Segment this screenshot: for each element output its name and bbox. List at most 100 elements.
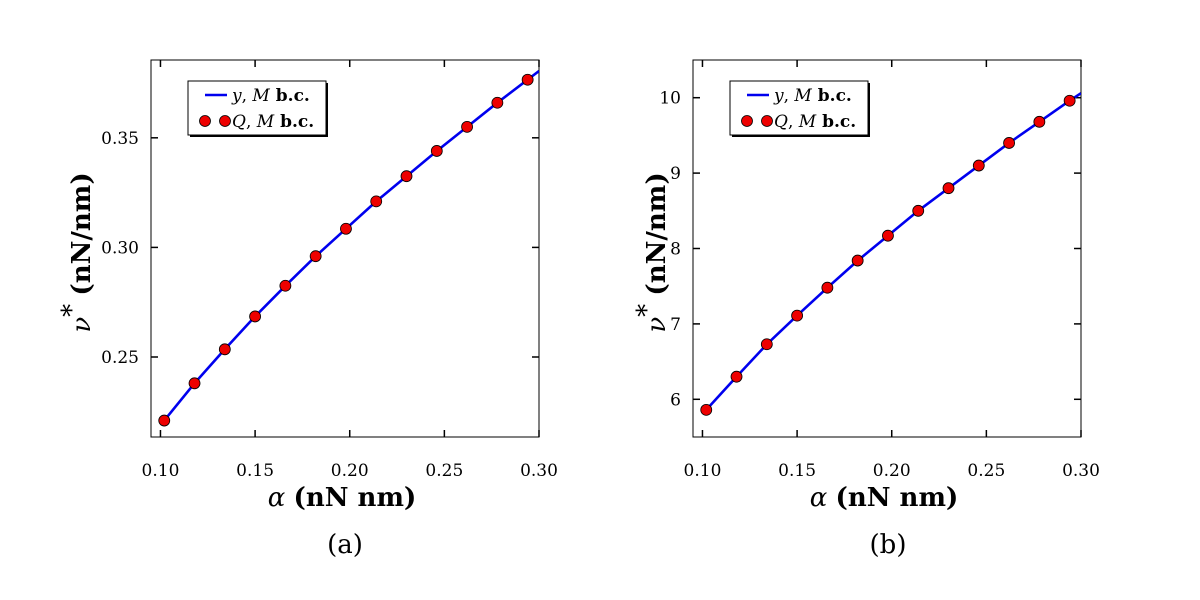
data-point — [912, 204, 925, 217]
data-point — [882, 229, 894, 242]
y-axis-units: (nN/nm) — [642, 172, 672, 295]
x-tick-label: 0.15 — [778, 461, 816, 481]
legend-box — [187, 80, 327, 136]
legend-entry: y, M b.c. — [231, 86, 310, 106]
data-point — [461, 120, 473, 133]
legend-entry: Q, M b.c. — [232, 112, 314, 132]
x-axis-symbol: α — [268, 483, 286, 513]
plot-area — [700, 92, 1081, 416]
legend-suffix: b.c. — [274, 112, 314, 132]
data-point — [370, 195, 383, 208]
panel-a: 0.10 0.15 0.20 0.25 0.30 0.25 0.30 0.35 y, M b.c… — [57, 59, 558, 560]
legend: y, M b.c.Q, M b.c. — [729, 80, 870, 137]
data-point — [400, 170, 413, 183]
data-point — [249, 310, 261, 323]
data-point — [942, 182, 955, 195]
legend-suffix: b.c. — [812, 86, 852, 106]
y-tick-label: 0.25 — [101, 348, 139, 368]
x-axis-units: (nN nm) — [294, 483, 417, 513]
legend-symbol: y — [773, 86, 784, 106]
y-axis-space — [642, 296, 672, 304]
x-tick-label: 0.10 — [142, 461, 180, 481]
data-point — [1063, 94, 1076, 107]
legend-separator: , — [788, 112, 799, 132]
legend-symbol-2: M — [798, 112, 817, 132]
y-axis-symbol: ν — [642, 317, 672, 333]
y-tick-label: 8 — [670, 240, 681, 260]
data-point — [1033, 115, 1046, 128]
legend-entry: Q, M b.c. — [774, 112, 856, 132]
legend-marker-swatch — [219, 115, 231, 127]
legend-suffix: b.c. — [270, 86, 310, 106]
data-point — [309, 250, 322, 263]
x-axis-symbol: α — [810, 483, 828, 513]
y-tick-label: 0.35 — [101, 129, 139, 149]
y-axis-superscript: * — [632, 304, 662, 317]
legend-suffix: b.c. — [816, 112, 856, 132]
data-point — [760, 338, 773, 351]
data-point — [821, 281, 834, 294]
data-point — [491, 96, 504, 109]
x-tick-label: 0.30 — [520, 461, 558, 481]
x-axis-space — [827, 483, 835, 513]
y-axis-symbol: ν — [67, 317, 97, 333]
panel-caption: (a) — [327, 530, 363, 560]
legend: y, M b.c.Q, M b.c. — [187, 80, 328, 137]
y-axis-label: ν* (nN/nm) — [57, 172, 97, 332]
x-tick-label: 0.15 — [236, 461, 274, 481]
legend-symbol-2: M — [251, 86, 270, 106]
data-point — [430, 145, 443, 157]
legend-separator: , — [784, 86, 795, 106]
legend-separator: , — [246, 112, 257, 132]
series-line — [163, 69, 539, 422]
legend-marker-swatch — [741, 115, 753, 127]
data-point — [791, 309, 803, 322]
data-point — [1003, 137, 1015, 149]
y-tick-label: 9 — [670, 164, 681, 184]
legend-symbol-2: M — [793, 86, 812, 106]
y-axis-units: (nN/nm) — [67, 172, 97, 295]
y-tick-label: 6 — [670, 390, 681, 410]
data-point — [279, 279, 292, 292]
data-point — [730, 370, 743, 383]
plot-area — [158, 69, 539, 427]
x-axis-units: (nN nm) — [836, 483, 959, 513]
legend-marker-swatch — [199, 115, 211, 127]
data-point — [188, 377, 201, 390]
legend-entry: y, M b.c. — [773, 86, 852, 106]
data-point — [972, 159, 985, 172]
x-tick-label: 0.25 — [425, 461, 463, 481]
x-tick-label: 0.20 — [873, 461, 911, 481]
data-point — [851, 254, 864, 267]
panel-caption: (b) — [870, 530, 907, 560]
x-tick-label: 0.10 — [684, 461, 722, 481]
plot-frame — [150, 59, 540, 438]
y-axis-label: ν* (nN/nm) — [632, 172, 672, 332]
series-line — [705, 92, 1081, 411]
legend-symbol: Q — [232, 112, 246, 132]
legend-box — [729, 80, 869, 136]
x-tick-label: 0.20 — [331, 461, 369, 481]
data-point — [700, 403, 713, 416]
x-tick-label: 0.25 — [967, 461, 1005, 481]
data-point — [521, 73, 534, 86]
data-point — [158, 414, 171, 427]
y-tick-label: 0.30 — [101, 238, 139, 258]
y-axis-superscript: * — [57, 304, 87, 317]
y-tick-label: 7 — [670, 315, 681, 335]
x-axis-space — [285, 483, 293, 513]
x-axis-label: α (nN nm) — [268, 483, 417, 513]
legend-symbol: y — [231, 86, 242, 106]
legend-separator: , — [242, 86, 253, 106]
data-point — [218, 343, 231, 356]
legend-marker-swatch — [761, 115, 773, 127]
x-axis-label: α (nN nm) — [810, 483, 959, 513]
data-point — [340, 222, 352, 235]
legend-symbol: Q — [774, 112, 788, 132]
y-axis-space — [67, 296, 97, 304]
x-tick-label: 0.30 — [1062, 461, 1100, 481]
legend-symbol-2: M — [256, 112, 275, 132]
y-tick-label: 10 — [659, 89, 681, 109]
